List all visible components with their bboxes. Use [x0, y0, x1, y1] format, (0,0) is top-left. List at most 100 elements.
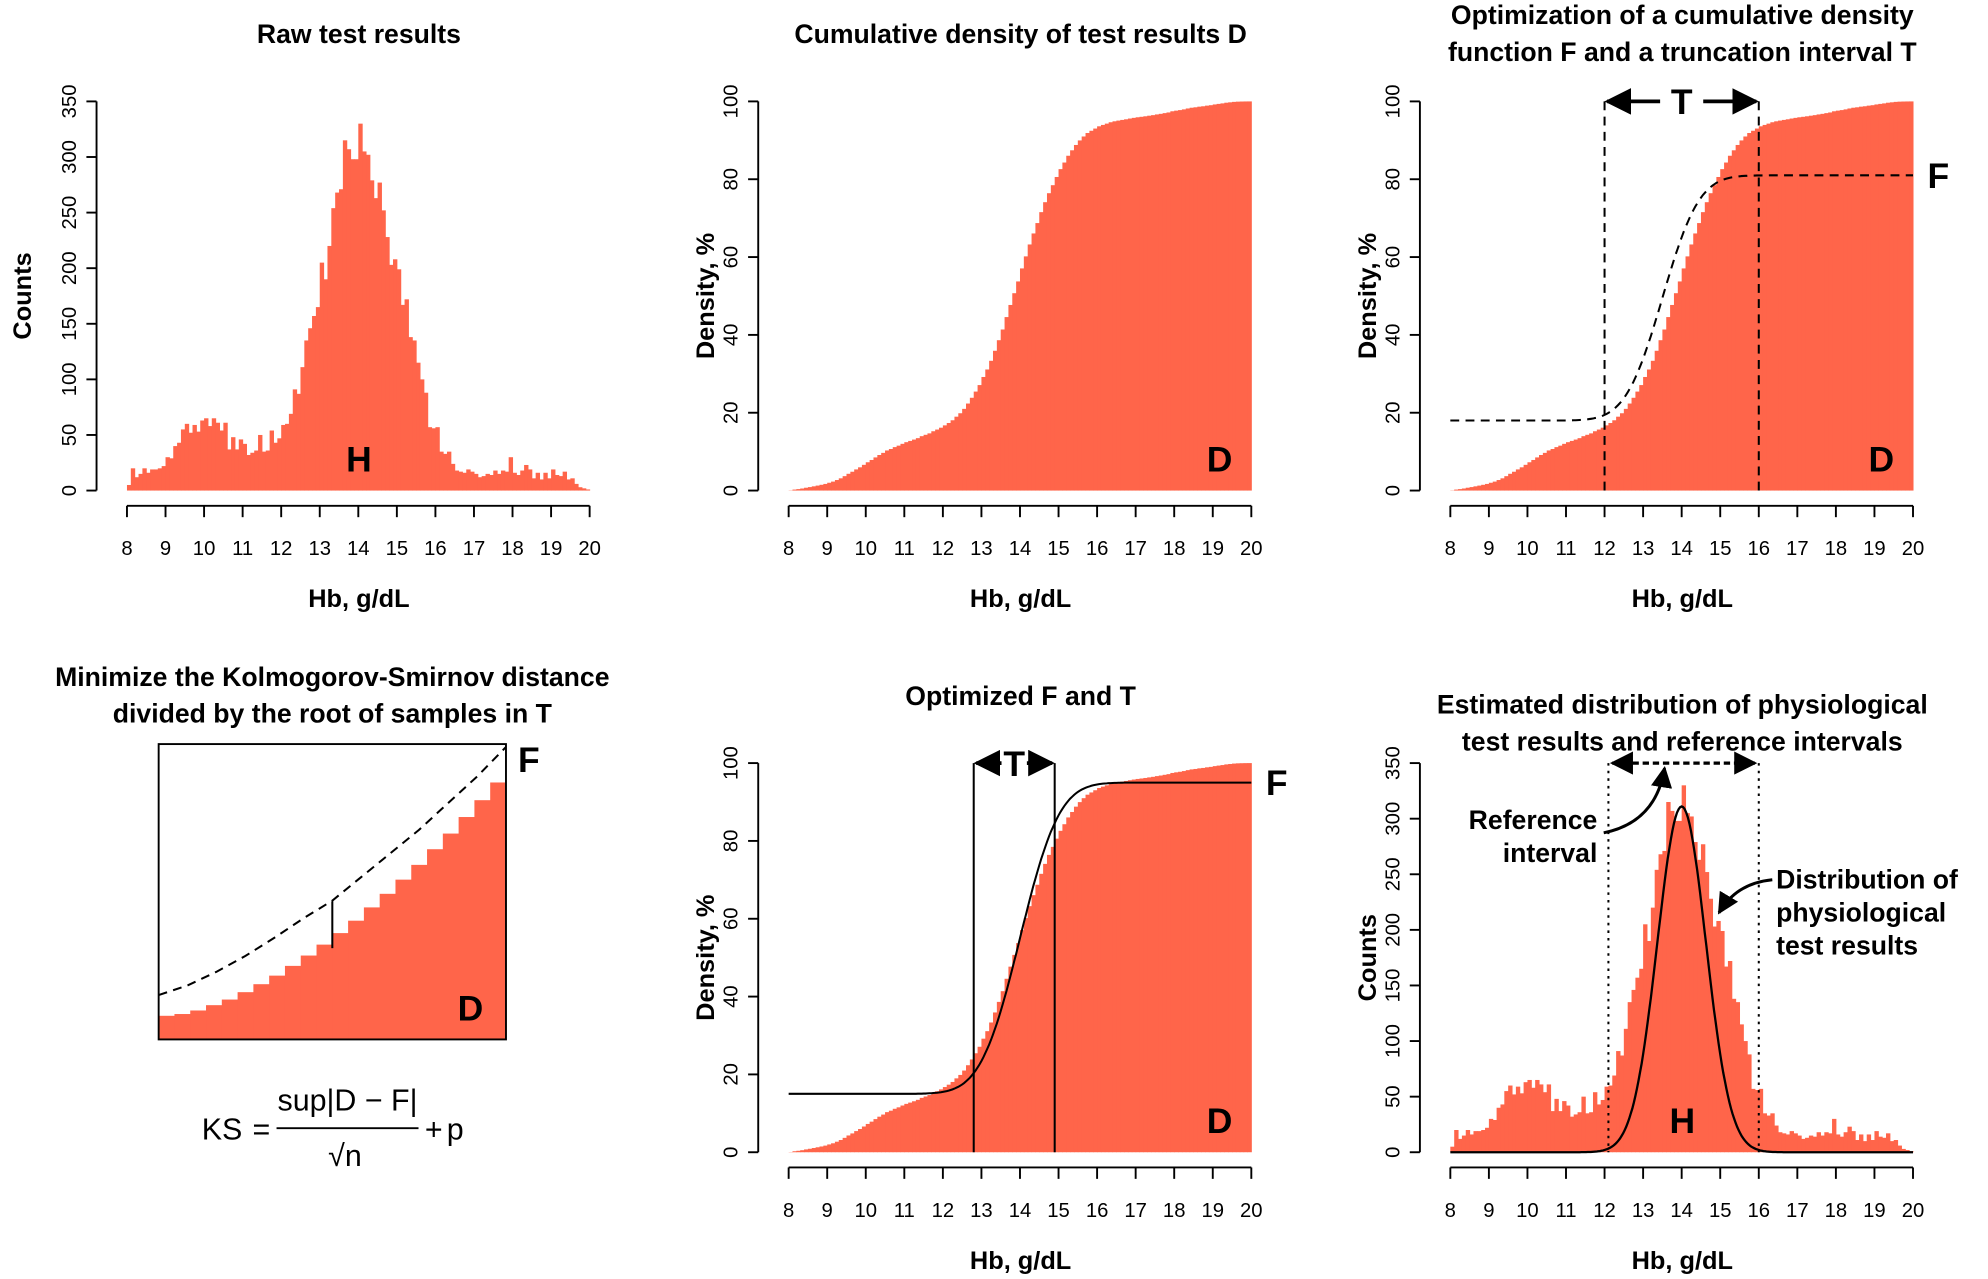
cdf-bar: [1081, 136, 1087, 491]
x-tick-label: 19: [1863, 538, 1886, 560]
cdf-bar: [1569, 440, 1575, 491]
cdf-bar: [1820, 113, 1825, 491]
cdf-bar: [958, 1074, 963, 1153]
panel-optimization: Optimization of a cumulative density func…: [1354, 0, 1949, 613]
cdf-bar: [981, 1038, 986, 1153]
fitted-distribution-curve: [1450, 805, 1914, 1154]
cdf-bar: [904, 1103, 909, 1153]
x-tick-label: 17: [463, 538, 486, 560]
cdf-bar: [1681, 268, 1687, 491]
histogram-bar: [1751, 1088, 1756, 1153]
histogram-bar: [1531, 1087, 1536, 1153]
cdf-bar: [861, 1126, 867, 1153]
histogram-bar: [1835, 1134, 1841, 1153]
x-tick-label: 10: [1516, 1200, 1539, 1222]
cdf-bar: [1224, 102, 1229, 491]
cdf-bar: [1232, 101, 1237, 491]
histogram-bar: [1882, 1137, 1887, 1153]
cdf-bar: [954, 416, 959, 491]
y-axis-label: Density, %: [1354, 233, 1382, 359]
d-step: [411, 864, 428, 1040]
histogram-bar: [1673, 820, 1679, 1153]
y-tick-label: 350: [1382, 746, 1404, 780]
y-tick-label: 350: [59, 85, 81, 119]
cdf-bar: [1158, 113, 1164, 491]
histogram-bar: [381, 210, 386, 491]
histogram-bar: [1708, 898, 1714, 1153]
cdf-bar: [1243, 763, 1248, 1153]
y-tick-label: 0: [1382, 1147, 1404, 1158]
histogram-bar: [1666, 802, 1671, 1153]
x-tick-label: 13: [970, 538, 993, 560]
cdf-bar: [946, 422, 952, 491]
cdf-bar: [838, 1140, 844, 1153]
cdf-bar: [1465, 487, 1471, 491]
histogram-bar: [423, 392, 429, 491]
x-tick-label: 13: [970, 1200, 993, 1222]
cdf-bar: [1785, 119, 1791, 491]
cdf-bar: [1120, 781, 1125, 1153]
histogram-bar: [1793, 1133, 1798, 1153]
histogram-bar: [354, 159, 359, 491]
cdf-bar: [1228, 102, 1233, 491]
cdf-bar: [1004, 317, 1009, 491]
histogram-bar: [1847, 1126, 1852, 1153]
cdf-bar: [1743, 136, 1748, 491]
chart-title: test results and reference intervals: [1462, 726, 1903, 756]
d-step: [348, 920, 365, 1040]
histogram-bar: [489, 474, 494, 491]
x-tick-label: 14: [1670, 1200, 1693, 1222]
cdf-bar: [962, 1070, 967, 1153]
cdf-bar: [1461, 488, 1467, 491]
histogram-bar: [358, 123, 363, 491]
x-tick-label: 10: [1516, 538, 1539, 560]
histogram-bar: [231, 437, 236, 491]
y-tick-label: 250: [59, 196, 81, 230]
histogram-bar: [315, 307, 321, 491]
histogram-bar: [153, 469, 159, 491]
cdf-bar: [1589, 433, 1594, 491]
x-axis-label: Hb, g/dL: [308, 585, 409, 613]
cdf-bar: [1035, 884, 1040, 1153]
y-tick-label: 60: [721, 907, 743, 930]
cdf-bar: [1158, 775, 1164, 1153]
cdf-bar: [923, 1096, 928, 1153]
histogram-bar: [1832, 1118, 1837, 1153]
cdf-bar: [1120, 119, 1125, 491]
cdf-bar: [800, 1150, 805, 1153]
histogram-bar: [462, 472, 467, 491]
x-tick-label: 12: [1593, 1200, 1616, 1222]
histogram-bar: [558, 476, 564, 491]
histogram-bar: [1808, 1135, 1814, 1153]
cdf-bar: [1608, 422, 1613, 491]
cdf-bar: [1112, 121, 1117, 491]
x-tick-label: 19: [1201, 1200, 1224, 1222]
cdf-bar: [1185, 770, 1191, 1153]
panel-cumulative-density: Cumulative density of test results D 0 20 4…: [692, 19, 1262, 613]
x-tick-label: 11: [232, 538, 253, 560]
cdf-bar: [1077, 802, 1083, 1153]
cdf-bar: [1247, 763, 1252, 1153]
y-tick-label: 100: [1382, 85, 1404, 119]
histogram-bar: [300, 367, 305, 491]
x-tick-label: 10: [854, 538, 877, 560]
cdf-bar: [1835, 110, 1841, 491]
histogram-bar: [500, 470, 506, 491]
chart-title: Minimize the Kolmogorov-Smirnov distance: [55, 662, 609, 692]
cdf-bar: [1878, 103, 1883, 491]
cdf-bar: [1870, 105, 1875, 491]
histogram-bar: [1535, 1079, 1540, 1153]
cdf-bar: [1193, 768, 1198, 1153]
histogram-bar: [1619, 1055, 1625, 1153]
cdf-bar: [1531, 459, 1536, 491]
chart-title: divided by the root of samples in T: [113, 699, 552, 729]
histogram-bar: [1515, 1086, 1521, 1153]
histogram-bar: [1454, 1130, 1459, 1153]
histogram-bar: [234, 449, 240, 491]
cdf-bar: [896, 445, 901, 491]
cdf-bar: [1677, 281, 1683, 491]
cdf-bar: [935, 1091, 940, 1153]
cdf-bar: [1205, 767, 1210, 1153]
cdf-bar: [850, 1133, 855, 1153]
